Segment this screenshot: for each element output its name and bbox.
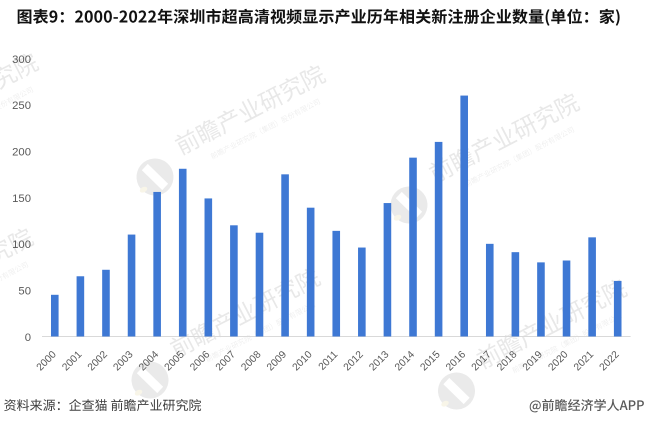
- svg-text:250: 250: [12, 100, 31, 112]
- svg-text:200: 200: [12, 147, 31, 159]
- svg-text:300: 300: [12, 54, 31, 66]
- svg-text:0: 0: [25, 332, 31, 344]
- svg-text:50: 50: [18, 286, 31, 298]
- svg-text:150: 150: [12, 193, 31, 205]
- svg-text:100: 100: [12, 239, 31, 251]
